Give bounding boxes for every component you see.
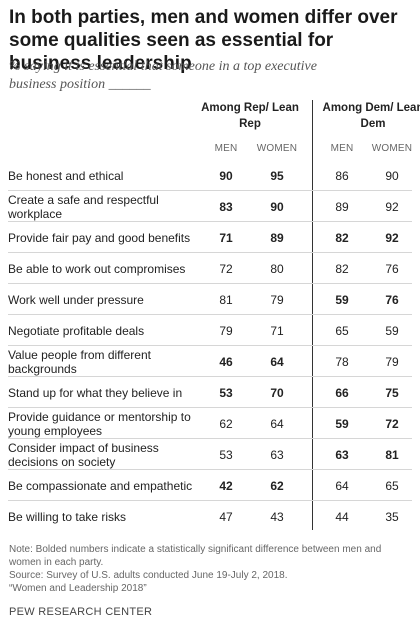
row-label: Provide fair pay and good benefits bbox=[8, 231, 191, 245]
value-cell: 82 bbox=[335, 231, 349, 245]
dem-group-header: Among Dem/ Lean Dem bbox=[322, 102, 420, 130]
value-cell: 79 bbox=[270, 293, 284, 307]
table-row: Be compassionate and empathetic 42 62 64 65 bbox=[8, 470, 412, 501]
row-label: Be honest and ethical bbox=[8, 169, 124, 183]
table-row: Provide guidance or mentorship to young … bbox=[8, 408, 412, 439]
table-row: Be honest and ethical 90 95 86 90 bbox=[8, 160, 412, 191]
value-cell: 59 bbox=[385, 324, 399, 338]
row-label: Create a safe and respectful workplace bbox=[8, 193, 159, 221]
value-cell: 65 bbox=[385, 479, 399, 493]
row-label: Negotiate profitable deals bbox=[8, 324, 145, 338]
organization-name: PEW RESEARCH CENTER bbox=[9, 606, 153, 618]
row-divider bbox=[8, 252, 412, 253]
notes: Note: Bolded numbers indicate a statisti… bbox=[9, 543, 413, 595]
table-row: Negotiate profitable deals 79 71 65 59 bbox=[8, 315, 412, 346]
row-label: Work well under pressure bbox=[8, 293, 144, 307]
table-row: Be able to work out compromises 72 80 82 76 bbox=[8, 253, 412, 284]
dem-women-column-header: WOMEN bbox=[371, 143, 413, 154]
value-cell: 76 bbox=[385, 293, 399, 307]
rep-men-column-header: MEN bbox=[214, 143, 238, 154]
value-cell: 44 bbox=[335, 510, 349, 524]
value-cell: 95 bbox=[270, 169, 284, 183]
row-divider bbox=[8, 283, 412, 284]
source-text: Source: Survey of U.S. adults conducted … bbox=[9, 570, 288, 581]
value-cell: 80 bbox=[270, 262, 284, 276]
value-cell: 83 bbox=[219, 200, 233, 214]
value-cell: 46 bbox=[219, 355, 233, 369]
row-divider bbox=[8, 345, 412, 346]
value-cell: 42 bbox=[219, 479, 233, 493]
value-cell: 90 bbox=[270, 200, 284, 214]
table-row: Be willing to take risks 47 43 44 35 bbox=[8, 501, 412, 532]
rep-group-header: Among Rep/ Lean Rep bbox=[201, 102, 299, 130]
row-label: Provide guidance or mentorship to young … bbox=[8, 410, 191, 438]
value-cell: 92 bbox=[385, 200, 399, 214]
value-cell: 65 bbox=[335, 324, 349, 338]
row-divider bbox=[8, 469, 412, 470]
value-cell: 62 bbox=[270, 479, 284, 493]
value-cell: 79 bbox=[219, 324, 233, 338]
value-cell: 62 bbox=[219, 417, 233, 431]
table-row: Work well under pressure 81 79 59 76 bbox=[8, 284, 412, 315]
row-label: Consider impact of business decisions on… bbox=[8, 441, 159, 469]
chart-subtitle: % saying it is essential that someone in… bbox=[9, 59, 317, 92]
value-cell: 71 bbox=[219, 231, 233, 245]
note-text: Note: Bolded numbers indicate a statisti… bbox=[9, 544, 382, 568]
value-cell: 53 bbox=[219, 386, 233, 400]
value-cell: 59 bbox=[335, 293, 349, 307]
value-cell: 59 bbox=[335, 417, 349, 431]
value-cell: 89 bbox=[270, 231, 284, 245]
row-label: Stand up for what they believe in bbox=[8, 386, 183, 400]
value-cell: 43 bbox=[270, 510, 284, 524]
value-cell: 72 bbox=[385, 417, 399, 431]
party-divider bbox=[312, 100, 313, 530]
value-cell: 90 bbox=[219, 169, 233, 183]
table-row: Value people from different backgrounds 4… bbox=[8, 346, 412, 377]
chart-title: In both parties, men and women differ ov… bbox=[9, 7, 398, 74]
value-cell: 64 bbox=[270, 355, 284, 369]
row-label: Be willing to take risks bbox=[8, 510, 127, 524]
value-cell: 53 bbox=[219, 448, 233, 462]
value-cell: 35 bbox=[385, 510, 399, 524]
row-divider bbox=[8, 190, 412, 191]
row-label: Be able to work out compromises bbox=[8, 262, 186, 276]
row-divider bbox=[8, 500, 412, 501]
table-row: Consider impact of business decisions on… bbox=[8, 439, 412, 470]
value-cell: 92 bbox=[385, 231, 399, 245]
value-cell: 79 bbox=[385, 355, 399, 369]
value-cell: 81 bbox=[219, 293, 233, 307]
value-cell: 63 bbox=[335, 448, 349, 462]
value-cell: 47 bbox=[219, 510, 233, 524]
value-cell: 71 bbox=[270, 324, 284, 338]
value-cell: 76 bbox=[385, 262, 399, 276]
value-cell: 90 bbox=[385, 169, 399, 183]
report-text: “Women and Leadership 2018” bbox=[9, 583, 147, 594]
value-cell: 81 bbox=[385, 448, 399, 462]
dem-men-column-header: MEN bbox=[330, 143, 354, 154]
row-label: Value people from different backgrounds bbox=[8, 348, 151, 376]
table-row: Stand up for what they believe in 53 70 66 7… bbox=[8, 377, 412, 408]
value-cell: 72 bbox=[219, 262, 233, 276]
row-divider bbox=[8, 221, 412, 222]
row-label: Be compassionate and empathetic bbox=[8, 479, 193, 493]
table-row: Create a safe and respectful workplace 83… bbox=[8, 191, 412, 222]
value-cell: 78 bbox=[335, 355, 349, 369]
value-cell: 64 bbox=[270, 417, 284, 431]
row-divider bbox=[8, 407, 412, 408]
value-cell: 66 bbox=[335, 386, 349, 400]
value-cell: 63 bbox=[270, 448, 284, 462]
value-cell: 64 bbox=[335, 479, 349, 493]
row-divider bbox=[8, 438, 412, 439]
row-divider bbox=[8, 376, 412, 377]
table-row: Provide fair pay and good benefits 71 89 82… bbox=[8, 222, 412, 253]
value-cell: 82 bbox=[335, 262, 349, 276]
value-cell: 70 bbox=[270, 386, 284, 400]
value-cell: 86 bbox=[335, 169, 349, 183]
value-cell: 75 bbox=[385, 386, 399, 400]
rep-women-column-header: WOMEN bbox=[256, 143, 298, 154]
row-divider bbox=[8, 314, 412, 315]
value-cell: 89 bbox=[335, 200, 349, 214]
